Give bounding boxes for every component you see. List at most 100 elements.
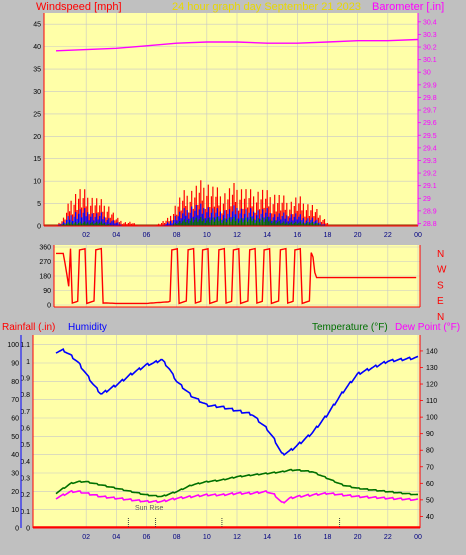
temp-x-tick-label: 14 [263, 534, 271, 541]
compass-label: E [437, 296, 444, 307]
baro-y-tick-label: 29.3 [423, 158, 437, 165]
temp-y-tick-label: 100 [426, 415, 438, 422]
baro-y-tick-label: 30.4 [423, 19, 437, 26]
compass-label: S [437, 280, 444, 291]
temp-x-tick-label: 12 [233, 534, 241, 541]
baro-y-tick-label: 29.2 [423, 171, 437, 178]
compass-label: W [437, 265, 447, 276]
humidity-y-tick-label: 20 [11, 489, 19, 496]
wind-x-tick-label: 20 [354, 232, 362, 239]
baro-y-tick-label: 29.6 [423, 120, 437, 127]
rain-y-tick-label: 0.6 [20, 426, 30, 433]
humidity-series [55, 347, 419, 457]
wind-x-tick-label: 12 [233, 232, 241, 239]
baro-y-tick-label: 28.9 [423, 208, 437, 215]
temp-y-tick-label: 90 [426, 431, 434, 438]
wind-y-tick-label: 20 [33, 134, 41, 141]
wind-y-tick-label: 45 [33, 22, 41, 29]
temp-y-tick-label: 60 [426, 481, 434, 488]
temp-x-tick-label: 02 [82, 534, 90, 541]
sunrise-annotation: Sun Rise [135, 505, 164, 512]
graph-title: 24 hour graph day September 21 2023 [172, 1, 361, 13]
temp-x-tick-label: 00 [414, 534, 422, 541]
wind-y-tick-label: 40 [33, 44, 41, 51]
wind-x-tick-label: 08 [173, 232, 181, 239]
temp-x-tick-label: 18 [324, 534, 332, 541]
temp-y-tick-label: 70 [426, 464, 434, 471]
temperature-panel [33, 335, 420, 528]
baro-y-tick-label: 29.9 [423, 82, 437, 89]
temperature-series [55, 468, 418, 498]
compass-label: N [437, 312, 444, 323]
wind-x-tick-label: 04 [112, 232, 120, 239]
wind-x-tick-label: 18 [324, 232, 332, 239]
wind-x-tick-label: 10 [203, 232, 211, 239]
temp-y-tick-label: 140 [426, 348, 438, 355]
rain-y-tick-label: 1 [26, 359, 30, 366]
humidity-y-tick-label: 0 [15, 526, 19, 533]
humidity-y-tick-label: 10 [11, 507, 19, 514]
direction-y-tick-label: 180 [39, 274, 51, 281]
baro-y-tick-label: 29.4 [423, 145, 437, 152]
rain-y-tick-label: 0.9 [20, 376, 30, 383]
rain-y-tick-label: 0.8 [20, 392, 30, 399]
baro-y-tick-label: 29.1 [423, 183, 437, 190]
baro-y-tick-label: 30.3 [423, 32, 437, 39]
wind-y-tick-label: 5 [37, 201, 41, 208]
wind-y-tick-label: 30 [33, 89, 41, 96]
wind-x-tick-label: 00 [414, 232, 422, 239]
humidity-y-tick-label: 80 [11, 379, 19, 386]
baro-y-tick-label: 28.8 [423, 221, 437, 228]
rain-y-tick-label: 0 [26, 526, 30, 533]
rain-y-tick-label: 0.5 [20, 442, 30, 449]
direction-y-tick-label: 270 [39, 259, 51, 266]
wind-x-tick-label: 02 [82, 232, 90, 239]
wind-x-tick-label: 22 [384, 232, 392, 239]
temperature-label: Temperature (°F) [312, 322, 388, 333]
rain-y-tick-label: 1.1 [20, 342, 30, 349]
wind-low-series [56, 217, 327, 226]
wind-y-tick-label: 35 [33, 67, 41, 74]
direction-y-tick-label: 90 [43, 288, 51, 295]
baro-y-tick-label: 30.1 [423, 57, 437, 64]
rainfall-label: Rainfall (.in) [2, 322, 55, 333]
temp-x-tick-label: 06 [143, 534, 151, 541]
rain-y-tick-label: 0.7 [20, 409, 30, 416]
temp-y-tick-label: 80 [426, 448, 434, 455]
baro-y-tick-label: 29 [423, 196, 431, 203]
baro-y-tick-label: 29.7 [423, 108, 437, 115]
temp-y-tick-label: 110 [426, 398, 437, 405]
direction-y-tick-label: 0 [47, 303, 51, 310]
wind-y-tick-label: 10 [33, 179, 41, 186]
dewpoint-series [55, 489, 419, 504]
temp-x-tick-label: 16 [293, 534, 301, 541]
temp-x-tick-label: 04 [112, 534, 120, 541]
temp-x-tick-label: 20 [354, 534, 362, 541]
wind-x-tick-label: 16 [293, 232, 301, 239]
wind-x-tick-label: 14 [263, 232, 271, 239]
barometer-header: Barometer [.in] [372, 1, 444, 13]
wind-direction-series [56, 247, 417, 305]
humidity-y-tick-label: 40 [11, 452, 19, 459]
dewpoint-label: Dew Point (°F) [395, 322, 460, 333]
humidity-y-tick-label: 90 [11, 361, 19, 368]
wind-panel [44, 13, 418, 226]
baro-y-tick-label: 30.2 [423, 45, 437, 52]
temp-x-tick-label: 10 [203, 534, 211, 541]
rain-y-tick-label: 0.4 [20, 459, 30, 466]
baro-y-tick-label: 30 [423, 70, 431, 77]
rain-y-tick-label: 0.1 [20, 509, 30, 516]
wind-y-tick-label: 0 [37, 224, 41, 231]
rain-y-tick-label: 0.3 [20, 476, 30, 483]
humidity-label: Humidity [68, 322, 107, 333]
humidity-y-tick-label: 70 [11, 397, 19, 404]
wind-y-tick-label: 25 [33, 111, 41, 118]
humidity-y-tick-label: 60 [11, 416, 19, 423]
direction-y-tick-label: 360 [39, 245, 51, 252]
compass-label: N [437, 249, 444, 260]
wind-x-tick-label: 06 [143, 232, 151, 239]
temp-y-tick-label: 130 [426, 365, 438, 372]
barometer-series [55, 38, 419, 52]
temp-y-tick-label: 40 [426, 514, 434, 521]
